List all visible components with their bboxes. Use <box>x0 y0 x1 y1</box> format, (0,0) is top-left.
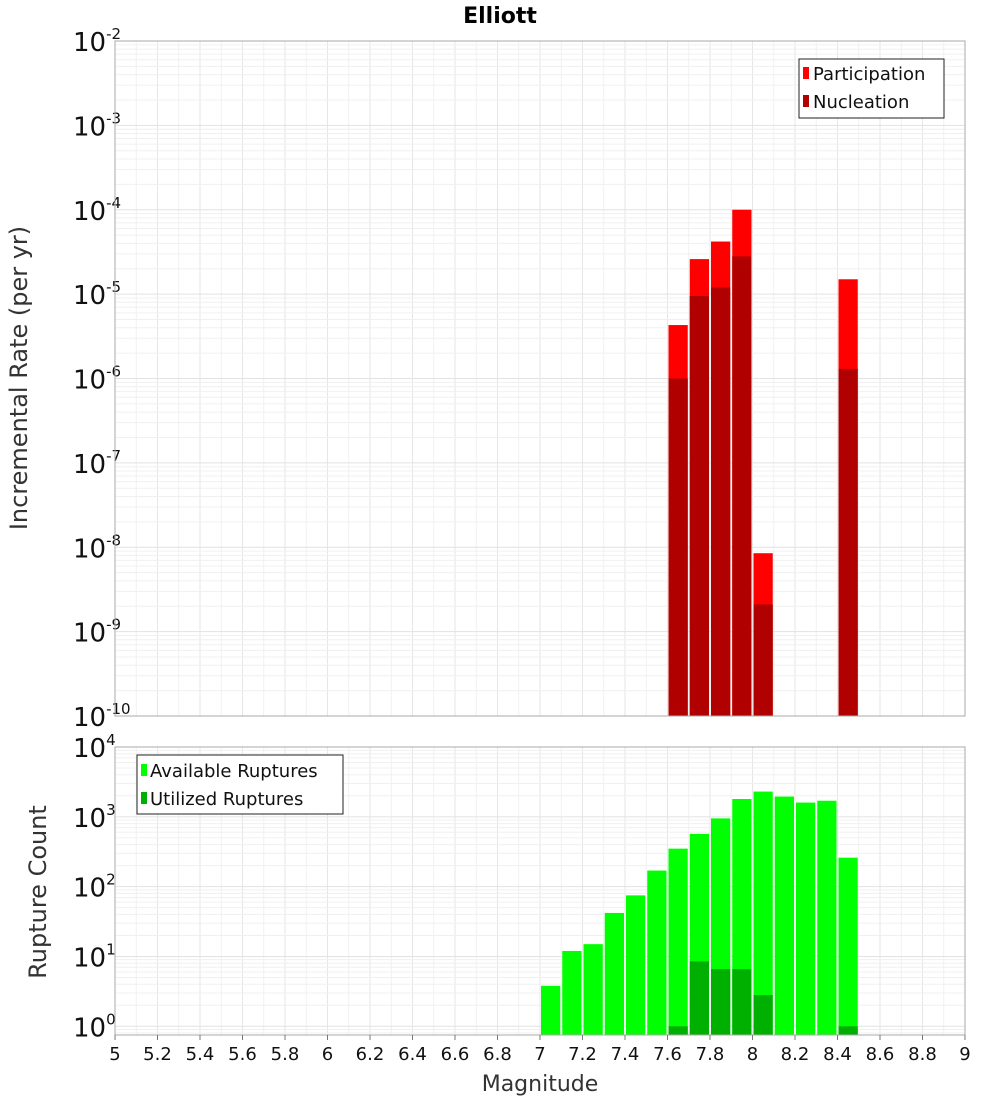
top-bar-nucleation <box>753 604 773 716</box>
bottom-bar-available-ruptures <box>817 800 837 1035</box>
bottom-legend: Available Ruptures Utilized Ruptures <box>136 754 344 815</box>
bottom-y-ticks: 100 101 102 103 104 <box>73 731 116 1043</box>
x-tick-label: 5 <box>109 1044 120 1065</box>
top-bar-nucleation <box>711 287 731 716</box>
bottom-y-axis-label: Rupture Count <box>24 805 52 979</box>
bottom-bar-utilized-ruptures <box>838 1026 858 1035</box>
y-tick-label: 10-2 <box>73 25 121 58</box>
bottom-bar-available-ruptures <box>604 912 624 1035</box>
bottom-bar-available-ruptures <box>562 950 582 1035</box>
x-tick-label: 8.2 <box>781 1044 810 1065</box>
bottom-bar-utilized-ruptures <box>689 961 709 1035</box>
chart-title: Elliott <box>463 4 537 29</box>
top-y-ticks: 10-10 10-9 10-8 10-7 10-6 10-5 10-4 10-3 10-2 <box>73 25 131 733</box>
top-gridlines <box>114 41 966 717</box>
x-tick-label: 6.2 <box>356 1044 385 1065</box>
bottom-bar-utilized-ruptures <box>668 1026 688 1035</box>
y-tick-label: 10-5 <box>73 278 121 311</box>
bottom-bar-available-ruptures <box>774 796 794 1035</box>
bottom-bar-available-ruptures <box>647 870 667 1035</box>
x-tick-label: 8.4 <box>823 1044 852 1065</box>
x-tick-label: 9 <box>959 1044 970 1065</box>
x-tick-label: 6.6 <box>441 1044 470 1065</box>
top-legend: Participation Nucleation <box>798 58 945 119</box>
x-tick-label: 5.2 <box>143 1044 172 1065</box>
y-tick-label: 10-8 <box>73 531 121 564</box>
legend-participation-swatch <box>803 67 809 79</box>
x-tick-label: 5.4 <box>186 1044 215 1065</box>
legend-participation-label: Participation <box>813 64 925 85</box>
y-tick-label: 10-6 <box>73 363 121 396</box>
x-axis-label: Magnitude <box>482 1072 599 1097</box>
y-tick-label: 104 <box>73 731 116 764</box>
y-tick-label: 10-3 <box>73 109 121 142</box>
x-tick-label: 6.8 <box>483 1044 512 1065</box>
legend-utilized-swatch <box>141 792 147 804</box>
top-legend-box <box>798 58 945 119</box>
legend-nucleation-swatch <box>803 95 809 107</box>
legend-available-label: Available Ruptures <box>150 761 318 782</box>
x-tick-label: 8.6 <box>866 1044 895 1065</box>
top-bars <box>668 209 858 717</box>
y-tick-label: 10-10 <box>73 700 131 733</box>
bottom-bar-available-ruptures <box>668 848 688 1035</box>
legend-utilized-label: Utilized Ruptures <box>150 789 303 810</box>
bottom-bar-utilized-ruptures <box>711 969 731 1035</box>
top-y-axis-label: Incremental Rate (per yr) <box>5 226 33 530</box>
bottom-bar-available-ruptures <box>541 985 561 1035</box>
bottom-bar-available-ruptures <box>838 857 858 1035</box>
y-tick-label: 102 <box>73 871 116 904</box>
legend-available-swatch <box>141 764 147 776</box>
bottom-bar-available-ruptures <box>583 944 603 1035</box>
x-tick-label: 7 <box>534 1044 545 1065</box>
top-bar-nucleation <box>689 296 709 716</box>
y-tick-label: 10-4 <box>73 194 121 227</box>
bottom-legend-box <box>136 754 344 815</box>
y-tick-label: 10-9 <box>73 616 121 649</box>
x-tick-label: 6.4 <box>398 1044 427 1065</box>
x-tick-label: 7.2 <box>568 1044 597 1065</box>
y-tick-label: 10-7 <box>73 447 121 480</box>
bottom-bar-available-ruptures <box>796 802 816 1035</box>
bottom-bar-utilized-ruptures <box>732 969 752 1035</box>
top-bar-nucleation <box>732 256 752 716</box>
y-tick-label: 103 <box>73 801 116 834</box>
x-tick-label: 8.8 <box>908 1044 937 1065</box>
x-tick-label: 7.8 <box>696 1044 725 1065</box>
top-plot-frame <box>114 40 966 717</box>
bottom-bars <box>541 791 858 1035</box>
legend-nucleation-label: Nucleation <box>813 92 909 113</box>
x-tick-label: 5.8 <box>271 1044 300 1065</box>
x-tick-label: 8 <box>747 1044 758 1065</box>
bottom-bar-available-ruptures <box>753 791 773 1035</box>
x-tick-label: 7.4 <box>611 1044 640 1065</box>
x-ticks: 5 5.2 5.4 5.6 5.8 6 6.2 6.4 6.6 6.8 7 7.2 7.4 7.6 7.8 8… <box>109 1035 971 1065</box>
y-tick-label: 101 <box>73 940 116 973</box>
bottom-bar-available-ruptures <box>626 895 646 1035</box>
top-bar-nucleation <box>668 378 688 716</box>
y-tick-label: 100 <box>73 1010 116 1043</box>
x-tick-label: 7.6 <box>653 1044 682 1065</box>
top-bar-nucleation <box>838 368 858 716</box>
x-tick-label: 6 <box>322 1044 333 1065</box>
x-tick-label: 5.6 <box>228 1044 257 1065</box>
bottom-bar-utilized-ruptures <box>753 995 773 1035</box>
